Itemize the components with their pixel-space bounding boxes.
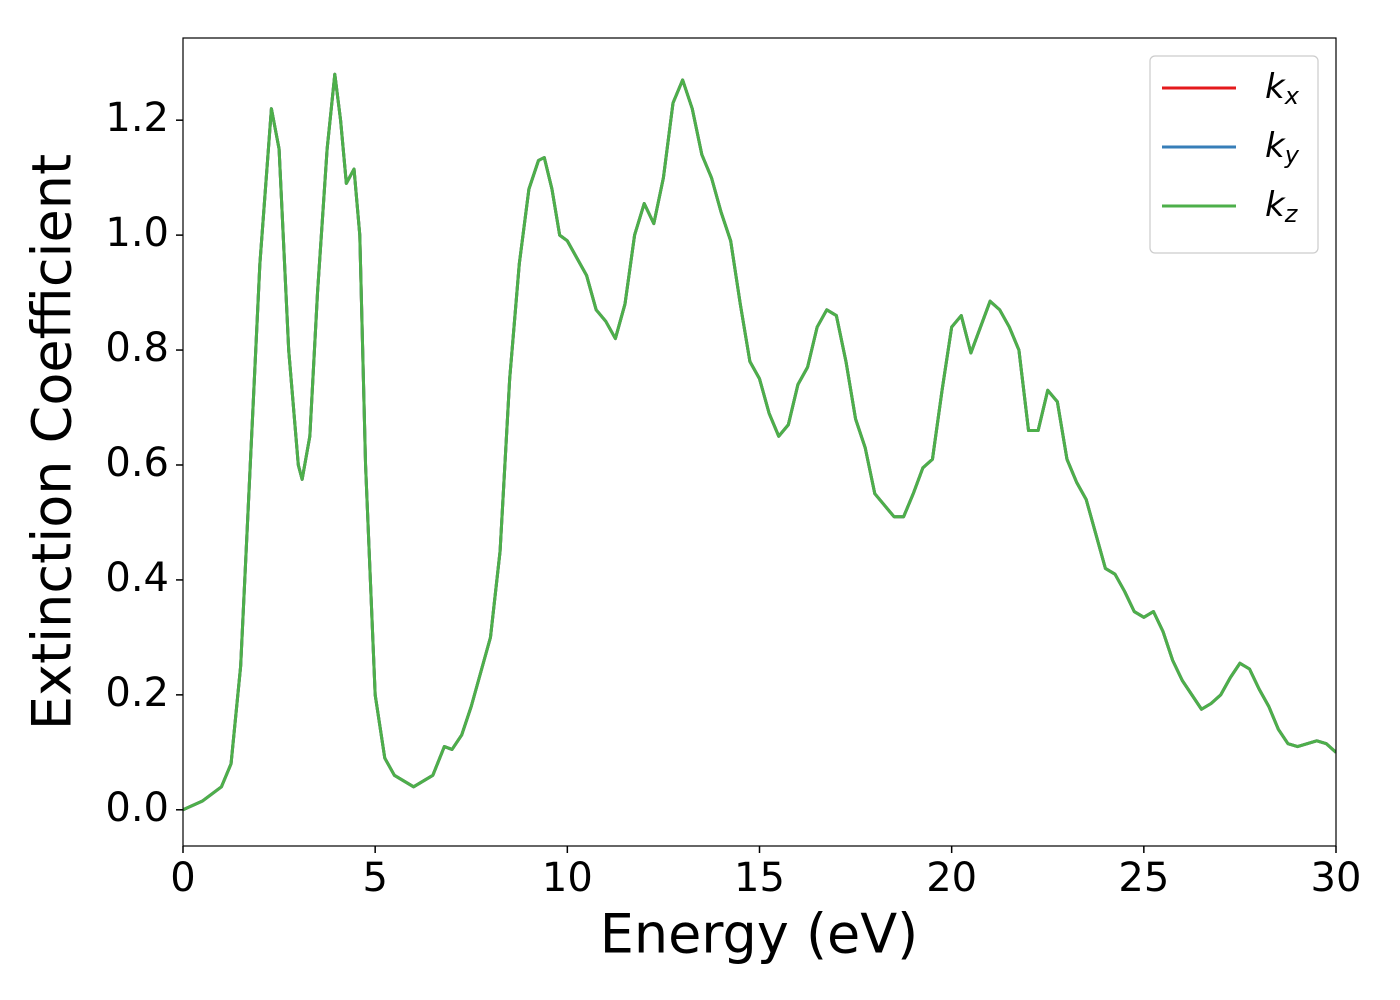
plot-frame: [182, 37, 1337, 847]
x-tick-label: 0: [170, 855, 195, 901]
x-tick-label: 20: [926, 855, 977, 901]
y-tick-label: 1.2: [105, 95, 169, 141]
y-tick-label: 1.0: [105, 210, 169, 256]
series-line: [183, 72, 1336, 812]
y-tick-label: 0.2: [105, 670, 169, 716]
legend-label: kx: [1265, 67, 1300, 111]
x-axis-label: Energy (eV): [600, 903, 919, 966]
y-axis-label: Extinction Coefficient: [21, 154, 84, 730]
y-tick-label: 0.8: [105, 325, 169, 371]
x-tick-label: 30: [1311, 855, 1362, 901]
legend-label: kz: [1265, 185, 1299, 229]
x-tick-label: 15: [734, 855, 785, 901]
y-tick-label: 0.4: [105, 555, 169, 601]
x-tick-label: 10: [542, 855, 593, 901]
legend-box: [1149, 55, 1319, 254]
x-tick-label: 5: [362, 855, 387, 901]
y-tick-label: 0.6: [105, 440, 169, 486]
legend-label: ky: [1265, 126, 1300, 170]
x-tick-label: 25: [1118, 855, 1169, 901]
y-tick-label: 0.0: [105, 785, 169, 831]
